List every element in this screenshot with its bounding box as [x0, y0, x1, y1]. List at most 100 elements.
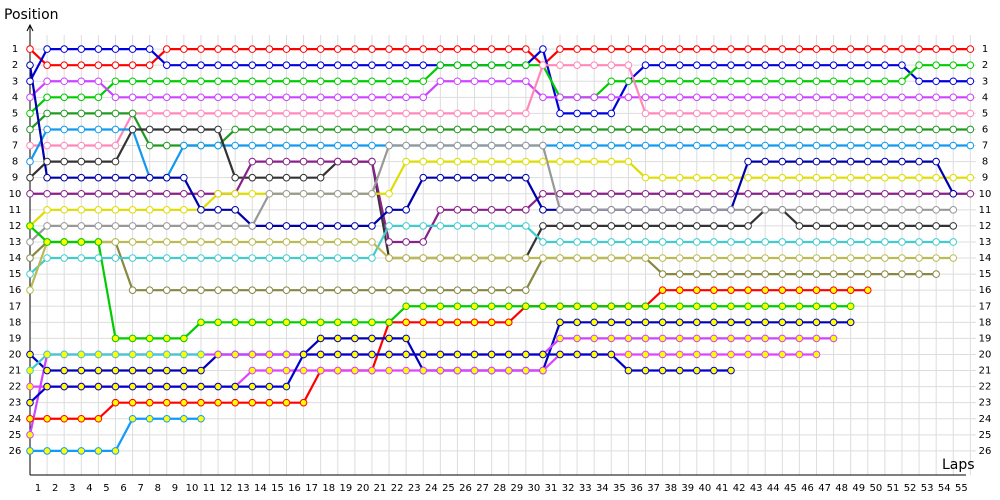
lap-marker	[470, 318, 479, 327]
lap-marker	[94, 222, 103, 230]
lap-marker	[145, 125, 154, 134]
lap-marker	[248, 366, 257, 375]
lap-marker	[915, 141, 923, 150]
lap-marker	[761, 350, 769, 359]
lap-marker	[351, 125, 359, 134]
lap-marker	[282, 45, 291, 53]
lap-marker	[419, 350, 428, 359]
lap-marker	[453, 173, 462, 182]
lap-marker	[795, 286, 804, 294]
lap-marker	[761, 45, 769, 53]
lap-marker	[641, 334, 650, 343]
lap-marker	[60, 109, 68, 118]
lap-marker	[77, 173, 86, 182]
lap-marker	[60, 222, 68, 230]
lap-marker	[573, 189, 581, 198]
lap-marker	[316, 141, 325, 150]
lap-marker	[419, 254, 428, 262]
lap-marker	[573, 61, 581, 69]
lap-marker	[624, 141, 633, 150]
lap-marker	[556, 334, 564, 343]
lap-marker	[197, 141, 205, 150]
lap-marker	[504, 302, 513, 311]
lap-marker	[145, 254, 154, 262]
lap-marker	[778, 254, 787, 262]
lap-marker	[265, 93, 274, 102]
lap-marker	[43, 45, 51, 53]
lap-marker	[932, 270, 940, 278]
lap-marker	[675, 238, 684, 246]
x-tick-label: 52	[904, 483, 917, 494]
lap-marker	[675, 222, 684, 230]
lap-marker	[231, 141, 239, 150]
lap-marker	[419, 366, 428, 375]
lap-marker	[214, 77, 222, 86]
lap-marker	[761, 318, 769, 327]
lap-marker	[556, 61, 564, 69]
lap-marker	[607, 77, 616, 86]
lap-marker	[26, 77, 34, 86]
lap-marker	[26, 431, 34, 439]
lap-marker	[915, 157, 923, 166]
lap-marker	[162, 222, 171, 230]
lap-marker	[128, 254, 137, 262]
lap-marker	[915, 238, 923, 246]
lap-marker	[180, 366, 188, 375]
lap-marker	[590, 45, 599, 53]
lap-marker	[624, 93, 633, 102]
lap-marker	[504, 141, 513, 150]
lap-marker	[282, 61, 291, 69]
lap-marker	[812, 222, 821, 230]
lap-marker	[932, 173, 940, 182]
lap-marker	[282, 254, 291, 262]
lap-marker	[778, 93, 787, 102]
x-tick-label: 54	[938, 483, 951, 494]
lap-marker	[539, 93, 547, 102]
x-tick-label: 30	[528, 483, 541, 494]
lap-marker	[265, 350, 274, 359]
lap-marker	[351, 238, 359, 246]
lap-marker	[556, 125, 564, 134]
lap-marker	[351, 61, 359, 69]
lap-marker	[539, 45, 547, 53]
x-tick-label: 4	[86, 483, 92, 494]
lap-marker	[214, 206, 222, 214]
lap-marker	[77, 157, 86, 166]
lap-marker	[128, 61, 137, 69]
lap-marker	[180, 286, 188, 294]
lap-marker	[197, 366, 205, 375]
y-tick-label: 18	[9, 317, 22, 328]
lap-marker	[60, 366, 68, 375]
position-line	[30, 64, 971, 147]
x-tick-label: 20	[357, 483, 370, 494]
lap-marker	[128, 366, 137, 375]
lap-marker	[77, 109, 86, 118]
lap-marker	[402, 254, 410, 262]
lap-marker	[351, 45, 359, 53]
lap-marker	[727, 93, 735, 102]
lap-marker	[710, 366, 718, 375]
lap-marker	[522, 173, 530, 182]
lap-marker	[265, 238, 274, 246]
lap-marker	[744, 125, 752, 134]
y-tick-label-right: 14	[979, 253, 992, 264]
lap-marker	[231, 109, 239, 118]
lap-marker	[43, 109, 51, 118]
lap-marker	[145, 206, 154, 214]
lap-marker	[128, 414, 137, 423]
lap-marker	[128, 45, 137, 53]
lap-marker	[453, 206, 462, 214]
lap-marker	[43, 189, 51, 198]
y-tick-label: 26	[9, 446, 22, 457]
lap-marker	[556, 318, 564, 327]
lap-marker	[402, 45, 410, 53]
lap-marker	[111, 77, 120, 86]
x-tick-label: 53	[921, 483, 934, 494]
lap-marker	[402, 109, 410, 118]
lap-marker	[180, 334, 188, 343]
lap-marker	[778, 286, 787, 294]
lap-marker	[436, 173, 445, 182]
lap-marker	[932, 189, 940, 198]
lap-marker	[419, 222, 428, 230]
y-tick-label: 1	[12, 44, 18, 55]
